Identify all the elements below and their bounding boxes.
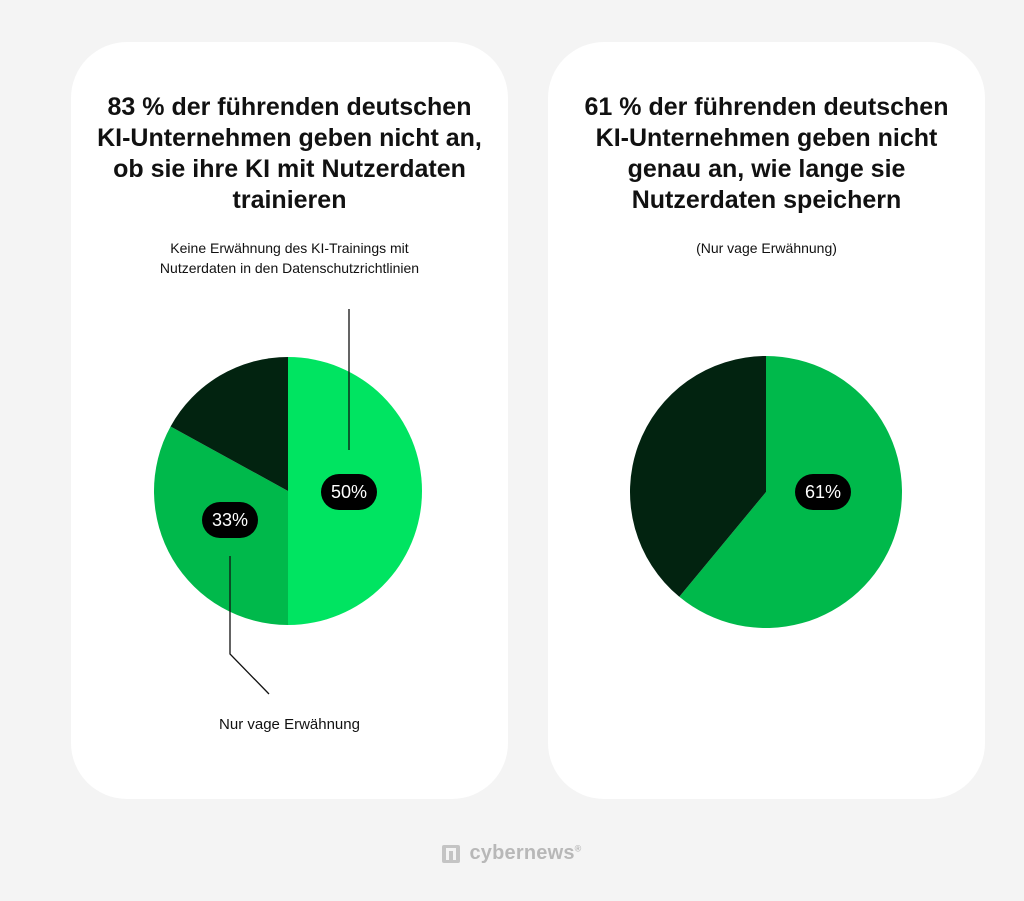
brand-registered-mark: ® (574, 843, 582, 854)
cybernews-logo-icon (442, 844, 461, 863)
title-line: KI-Unternehmen geben nicht (595, 124, 938, 152)
brand-footer: cybernews® (0, 842, 1024, 865)
chart-title-right: 61 % der führenden deutschen KI-Unterneh… (558, 92, 975, 216)
subtitle-line: (Nur vage Erwähnung) (696, 240, 837, 256)
chart-card-right: 61 % der führenden deutschen KI-Unterneh… (548, 42, 985, 799)
leader-line-vague (229, 556, 270, 695)
title-line: KI-Unternehmen geben nicht an, (97, 124, 482, 152)
svg-text:50%: 50% (331, 482, 367, 502)
chart-subtitle-left: Keine Erwähnung des KI-Trainings mit Nut… (91, 238, 488, 278)
title-line: Nutzerdaten speichern (631, 186, 902, 214)
slice-value-label: 61% (795, 474, 851, 510)
chart-subtitle-right: (Nur vage Erwähnung) (568, 238, 965, 258)
svg-text:33%: 33% (212, 510, 248, 530)
chart-card-left: 83 % der führenden deutschen KI-Unterneh… (71, 42, 508, 799)
title-line: trainieren (232, 186, 347, 214)
pie-chart-right: 61% (629, 356, 902, 628)
title-line: genau an, wie lange sie (627, 155, 906, 183)
chart-title-left: 83 % der führenden deutschen KI-Unterneh… (81, 92, 498, 216)
brand-name: cybernews® (469, 842, 581, 865)
slice-annotation-vague: Nur vage Erwähnung (219, 716, 360, 733)
leader-lines (229, 309, 350, 695)
slice-value-label: 33% (202, 502, 258, 538)
title-line: 83 % der führenden deutschen (107, 93, 472, 121)
brand-name-text: cybernews (469, 842, 575, 864)
subtitle-line: Nutzerdaten in den Datenschutzrichtlinie… (159, 260, 420, 276)
pie-slice (170, 357, 288, 491)
subtitle-line: Keine Erwähnung des KI-Trainings mit (170, 240, 409, 256)
svg-text:61%: 61% (805, 482, 841, 502)
title-line: ob sie ihre KI mit Nutzerdaten (113, 155, 466, 183)
slice-value-label: 50% (321, 474, 377, 510)
pie-slice (629, 356, 766, 597)
pie-chart-left: 50% 33% (153, 309, 422, 695)
pie-slice (679, 356, 902, 628)
title-line: 61 % der führenden deutschen (584, 93, 949, 121)
